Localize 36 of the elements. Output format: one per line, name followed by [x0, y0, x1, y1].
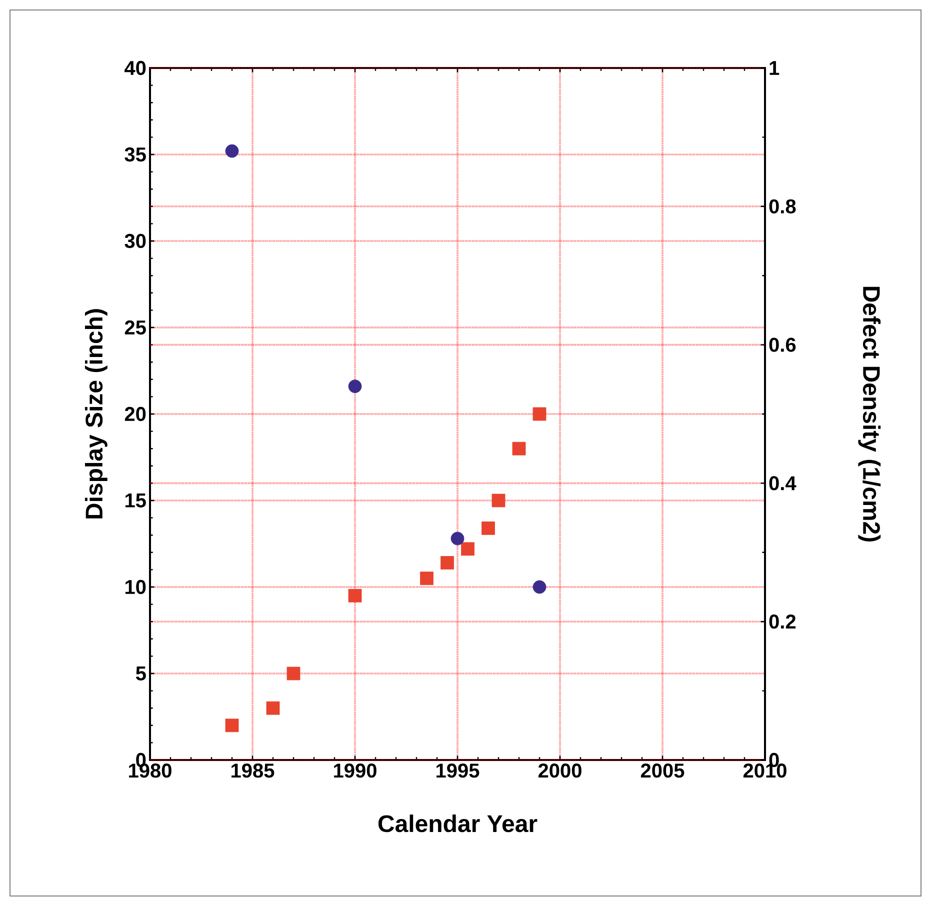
- y-tick-label: 5: [136, 666, 146, 680]
- y-tick-label: 40: [124, 60, 146, 76]
- y-tick-label: 25: [124, 320, 146, 335]
- point: [420, 572, 434, 586]
- point: [512, 442, 526, 456]
- point: [225, 718, 239, 732]
- y2-tick-label: 0.8: [769, 199, 796, 214]
- y-tick-label: 10: [125, 580, 146, 594]
- y2-axis-title: Defect Density (1/cm2): [858, 286, 881, 542]
- point: [461, 542, 474, 556]
- x-tick-label: 2000: [538, 764, 582, 778]
- y2-tick-label: 1: [770, 61, 780, 75]
- y-tick-label: 15: [125, 494, 146, 508]
- point: [532, 407, 546, 421]
- point: [266, 701, 280, 715]
- y2-tick-label: 0.6: [769, 338, 796, 352]
- point: [348, 380, 362, 394]
- x-tick-label: 1990: [334, 764, 376, 778]
- x-tick-label: 2005: [640, 764, 684, 778]
- point: [492, 494, 506, 508]
- point: [450, 532, 464, 546]
- x-tick-label: 1985: [232, 764, 274, 778]
- y-tick-label: 35: [124, 147, 146, 162]
- point: [348, 588, 362, 602]
- point: [286, 666, 300, 680]
- y2-tick-label: 0.2: [769, 614, 796, 629]
- x-axis-title: Calendar Year: [378, 814, 538, 832]
- y-axis-title: Display Size (inch): [84, 309, 108, 518]
- point: [440, 556, 454, 570]
- y-tick-label: 20: [124, 406, 146, 422]
- point: [482, 521, 495, 535]
- point: [225, 144, 239, 158]
- point: [532, 580, 546, 594]
- x-tick-label: 1995: [436, 764, 480, 778]
- y2-tick-label: 0.4: [769, 476, 796, 490]
- y-tick-label: 30: [124, 234, 146, 248]
